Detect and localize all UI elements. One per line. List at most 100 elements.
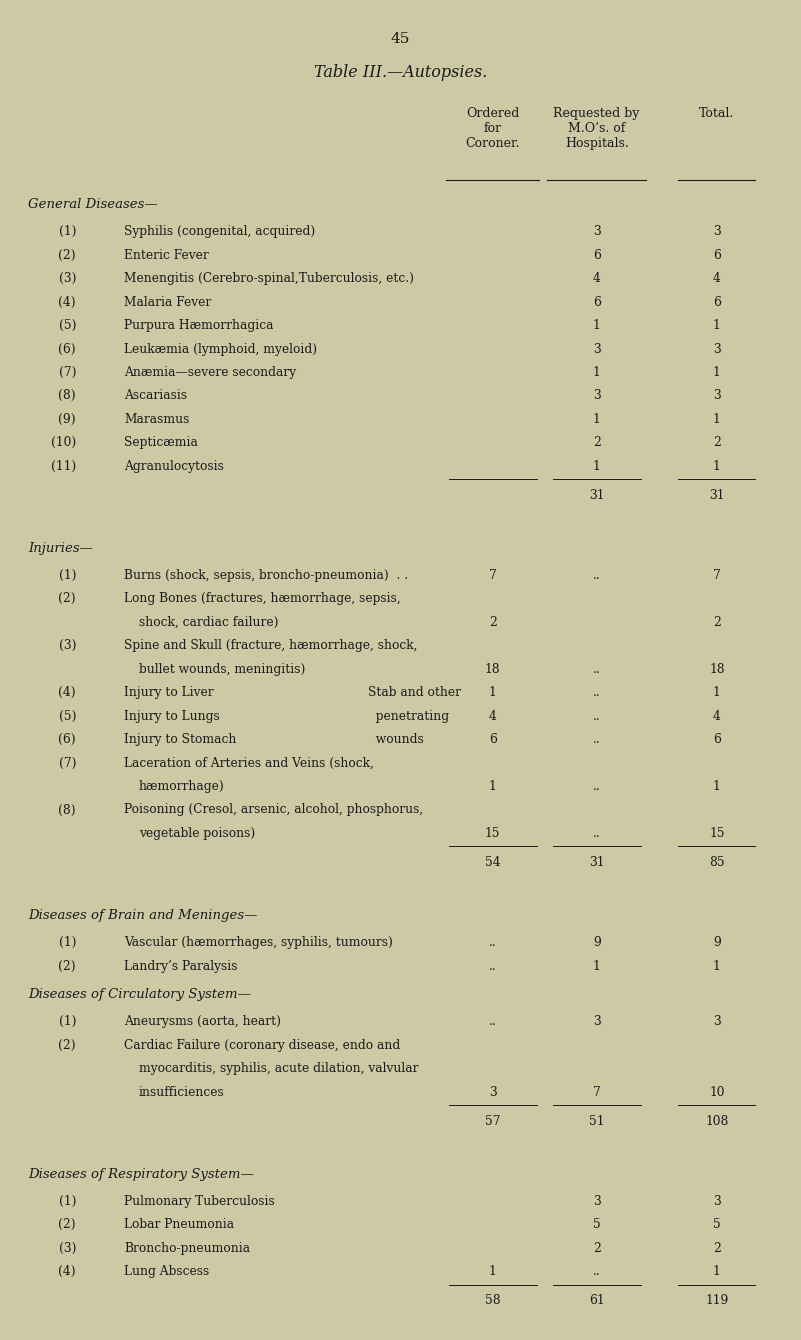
Text: 85: 85	[709, 856, 725, 868]
Text: 3: 3	[489, 1085, 497, 1099]
Text: 2: 2	[713, 437, 721, 449]
Text: Injury to Lungs: Injury to Lungs	[124, 710, 220, 722]
Text: 108: 108	[705, 1115, 729, 1127]
Text: (4): (4)	[58, 1265, 76, 1278]
Text: 6: 6	[489, 733, 497, 746]
Text: Poisoning (Cresol, arsenic, alcohol, phosphorus,: Poisoning (Cresol, arsenic, alcohol, pho…	[124, 804, 424, 816]
Text: penetrating: penetrating	[368, 710, 449, 722]
Text: ..: ..	[489, 959, 497, 973]
Text: 2: 2	[713, 1242, 721, 1254]
Text: 7: 7	[713, 570, 721, 582]
Text: Syphilis (congenital, acquired): Syphilis (congenital, acquired)	[124, 225, 316, 239]
Text: Diseases of Respiratory System—: Diseases of Respiratory System—	[28, 1168, 254, 1181]
Text: (2): (2)	[58, 592, 76, 606]
Text: 54: 54	[485, 856, 501, 868]
Text: 6: 6	[593, 296, 601, 308]
Text: Lobar Pneumonia: Lobar Pneumonia	[124, 1218, 234, 1231]
Text: 5: 5	[593, 1218, 601, 1231]
Text: 58: 58	[485, 1294, 501, 1306]
Text: vegetable poisons): vegetable poisons)	[139, 827, 255, 840]
Text: Ascariasis: Ascariasis	[124, 390, 187, 402]
Text: 31: 31	[589, 856, 605, 868]
Text: 2: 2	[713, 616, 721, 628]
Text: Diseases of Circulatory System—: Diseases of Circulatory System—	[28, 989, 251, 1001]
Text: (6): (6)	[58, 343, 76, 355]
Text: ..: ..	[593, 686, 601, 699]
Text: (3): (3)	[58, 272, 76, 285]
Text: 1: 1	[713, 460, 721, 473]
Text: Cardiac Failure (coronary disease, endo and: Cardiac Failure (coronary disease, endo …	[124, 1038, 400, 1052]
Text: 4: 4	[713, 710, 721, 722]
Text: (1): (1)	[58, 1016, 76, 1028]
Text: ..: ..	[489, 937, 497, 949]
Text: 7: 7	[489, 570, 497, 582]
Text: Menengitis (Cerebro-spinal,Tuberculosis, etc.): Menengitis (Cerebro-spinal,Tuberculosis,…	[124, 272, 414, 285]
Text: 3: 3	[593, 390, 601, 402]
Text: 1: 1	[593, 460, 601, 473]
Text: 1: 1	[713, 686, 721, 699]
Text: 3: 3	[593, 1195, 601, 1207]
Text: 45: 45	[391, 32, 410, 46]
Text: Aneurysms (aorta, heart): Aneurysms (aorta, heart)	[124, 1016, 281, 1028]
Text: 1: 1	[489, 1265, 497, 1278]
Text: (2): (2)	[58, 249, 76, 261]
Text: ..: ..	[593, 570, 601, 582]
Text: (4): (4)	[58, 686, 76, 699]
Text: (6): (6)	[58, 733, 76, 746]
Text: Landry’s Paralysis: Landry’s Paralysis	[124, 959, 238, 973]
Text: Enteric Fever: Enteric Fever	[124, 249, 209, 261]
Text: 1: 1	[713, 413, 721, 426]
Text: (3): (3)	[58, 1242, 76, 1254]
Text: 3: 3	[713, 390, 721, 402]
Text: (1): (1)	[58, 1195, 76, 1207]
Text: Leukæmia (lymphoid, myeloid): Leukæmia (lymphoid, myeloid)	[124, 343, 317, 355]
Text: 1: 1	[593, 959, 601, 973]
Text: 2: 2	[593, 1242, 601, 1254]
Text: 7: 7	[593, 1085, 601, 1099]
Text: (8): (8)	[58, 804, 76, 816]
Text: Diseases of Brain and Meninges—: Diseases of Brain and Meninges—	[28, 909, 257, 922]
Text: 1: 1	[489, 686, 497, 699]
Text: 3: 3	[593, 343, 601, 355]
Text: Injury to Liver: Injury to Liver	[124, 686, 214, 699]
Text: shock, cardiac failure): shock, cardiac failure)	[139, 616, 278, 628]
Text: 18: 18	[709, 663, 725, 675]
Text: Agranulocytosis: Agranulocytosis	[124, 460, 224, 473]
Text: 1: 1	[489, 780, 497, 793]
Text: ..: ..	[489, 1016, 497, 1028]
Text: bullet wounds, meningitis): bullet wounds, meningitis)	[139, 663, 305, 675]
Text: Spine and Skull (fracture, hæmorrhage, shock,: Spine and Skull (fracture, hæmorrhage, s…	[124, 639, 417, 653]
Text: 31: 31	[589, 489, 605, 501]
Text: 3: 3	[593, 1016, 601, 1028]
Text: hæmorrhage): hæmorrhage)	[139, 780, 224, 793]
Text: myocarditis, syphilis, acute dilation, valvular: myocarditis, syphilis, acute dilation, v…	[139, 1063, 418, 1075]
Text: Long Bones (fractures, hæmorrhage, sepsis,: Long Bones (fractures, hæmorrhage, sepsi…	[124, 592, 401, 606]
Text: 3: 3	[713, 1195, 721, 1207]
Text: 1: 1	[713, 780, 721, 793]
Text: (2): (2)	[58, 959, 76, 973]
Text: 1: 1	[593, 366, 601, 379]
Text: Injury to Stomach: Injury to Stomach	[124, 733, 236, 746]
Text: 3: 3	[713, 225, 721, 239]
Text: 6: 6	[713, 249, 721, 261]
Text: 15: 15	[485, 827, 501, 840]
Text: Table III.—Autopsies.: Table III.—Autopsies.	[314, 64, 487, 82]
Text: (1): (1)	[58, 937, 76, 949]
Text: 3: 3	[593, 225, 601, 239]
Text: wounds: wounds	[368, 733, 425, 746]
Text: Pulmonary Tuberculosis: Pulmonary Tuberculosis	[124, 1195, 275, 1207]
Text: 3: 3	[713, 1016, 721, 1028]
Text: 1: 1	[713, 319, 721, 332]
Text: insufficiences: insufficiences	[139, 1085, 224, 1099]
Text: (5): (5)	[58, 319, 76, 332]
Text: 2: 2	[489, 616, 497, 628]
Text: ..: ..	[593, 827, 601, 840]
Text: Total.: Total.	[699, 107, 735, 121]
Text: 31: 31	[709, 489, 725, 501]
Text: 61: 61	[589, 1294, 605, 1306]
Text: 3: 3	[713, 343, 721, 355]
Text: (2): (2)	[58, 1038, 76, 1052]
Text: ..: ..	[593, 733, 601, 746]
Text: Marasmus: Marasmus	[124, 413, 190, 426]
Text: (8): (8)	[58, 390, 76, 402]
